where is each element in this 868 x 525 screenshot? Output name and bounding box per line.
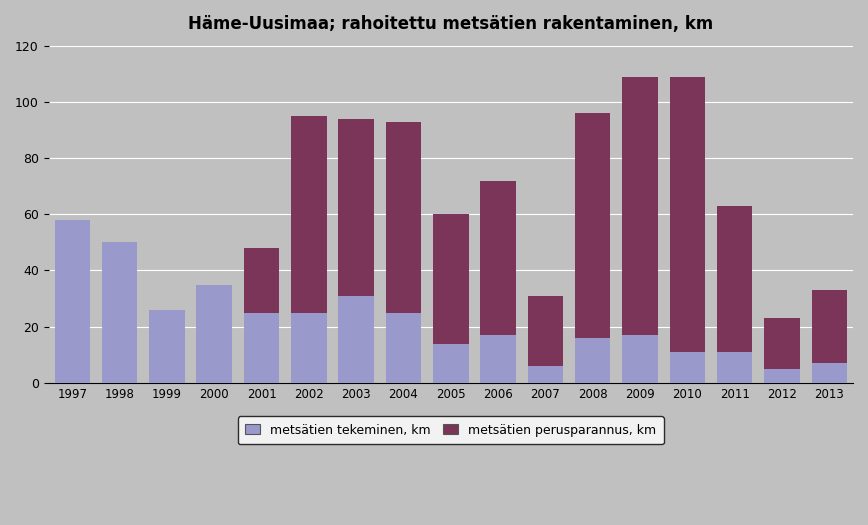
Title: Häme-Uusimaa; rahoitettu metsätien rakentaminen, km: Häme-Uusimaa; rahoitettu metsätien raken… [188,15,713,33]
Bar [196,285,232,383]
Bar [339,119,374,296]
Bar [385,122,421,313]
Bar [291,116,326,313]
Bar [339,296,374,383]
Bar [102,243,137,383]
Bar [55,220,90,383]
Bar [291,313,326,383]
Bar [480,181,516,335]
Bar [765,318,799,369]
Bar [385,313,421,383]
Bar [812,290,847,363]
Bar [244,248,279,313]
Bar [812,363,847,383]
Bar [575,113,610,338]
Bar [622,335,658,383]
Bar [528,296,563,366]
Bar [433,214,469,343]
Bar [669,352,705,383]
Bar [717,206,753,352]
Bar [622,77,658,335]
Legend: metsätien tekeminen, km, metsätien perusparannus, km: metsätien tekeminen, km, metsätien perus… [238,416,664,444]
Bar [433,343,469,383]
Bar [149,310,185,383]
Bar [717,352,753,383]
Bar [528,366,563,383]
Bar [669,77,705,352]
Bar [575,338,610,383]
Bar [480,335,516,383]
Bar [765,369,799,383]
Bar [244,313,279,383]
